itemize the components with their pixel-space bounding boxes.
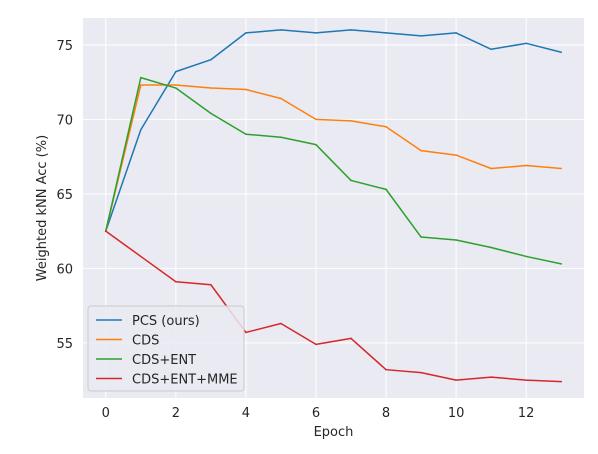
- data-point: [420, 149, 422, 152]
- data-point: [315, 143, 317, 146]
- data-point: [420, 236, 422, 238]
- series-line-2: [105, 76, 562, 265]
- y-tick-label: 65: [56, 188, 73, 203]
- data-point: [280, 29, 282, 31]
- data-point: [350, 29, 352, 31]
- x-tick-label: 12: [518, 406, 535, 421]
- x-tick-labels: 0 2 4 6 8 10 12: [102, 406, 535, 421]
- y-tick-labels: 55 60 65 70 75: [56, 39, 73, 352]
- data-point: [210, 87, 212, 89]
- legend-label: CDS+ENT: [132, 353, 196, 368]
- data-point: [140, 76, 142, 79]
- x-tick-label: 2: [172, 406, 180, 421]
- data-point: [280, 322, 282, 325]
- y-tick-label: 75: [56, 39, 73, 54]
- data-point: [420, 35, 422, 37]
- data-point: [350, 337, 352, 340]
- series-line-3: [105, 230, 562, 383]
- legend-label: PCS (ours): [132, 314, 200, 329]
- data-point: [104, 230, 107, 232]
- legend-box: [87, 305, 245, 392]
- data-point: [420, 371, 422, 374]
- data-point: [490, 246, 492, 249]
- data-point: [245, 133, 247, 136]
- data-point: [385, 188, 387, 191]
- data-point: [525, 379, 527, 381]
- data-point: [315, 118, 317, 121]
- data-point: [525, 164, 527, 167]
- data-point: [245, 331, 247, 334]
- data-point: [560, 167, 563, 170]
- data-point: [280, 136, 282, 139]
- y-tick-label: 55: [56, 337, 73, 352]
- data-point: [385, 125, 387, 128]
- data-point: [210, 112, 212, 115]
- data-point: [455, 379, 457, 381]
- data-point: [315, 343, 317, 346]
- data-point: [350, 120, 352, 122]
- x-tick-label: 10: [448, 406, 465, 421]
- data-point: [385, 368, 387, 371]
- data-point: [525, 42, 527, 45]
- data-point: [175, 280, 177, 283]
- data-point: [490, 167, 492, 170]
- data-point: [245, 88, 247, 91]
- data-point: [140, 255, 142, 258]
- data-point: [560, 51, 563, 54]
- data-point: [140, 84, 142, 86]
- legend: PCS (ours) CDS CDS+ENT CDS+ENT+MME: [87, 305, 245, 392]
- data-point: [385, 32, 387, 34]
- y-tick-label: 70: [56, 113, 73, 128]
- data-point: [175, 87, 177, 89]
- y-tick-label: 60: [56, 262, 73, 277]
- series-line-1: [105, 84, 562, 232]
- series-lines: [104, 29, 563, 383]
- x-tick-label: 0: [102, 406, 110, 421]
- data-point: [315, 32, 317, 34]
- data-point: [455, 239, 457, 241]
- data-point: [490, 376, 492, 378]
- series-line-0: [105, 29, 562, 232]
- data-point: [560, 380, 563, 383]
- data-point: [280, 97, 282, 100]
- x-axis-label: Epoch: [314, 425, 354, 440]
- data-point: [175, 70, 177, 73]
- data-point: [175, 84, 177, 86]
- data-point: [455, 32, 457, 34]
- legend-label: CDS: [132, 334, 159, 349]
- data-point: [525, 255, 527, 258]
- data-point: [560, 263, 563, 265]
- legend-label: CDS+ENT+MME: [132, 373, 238, 388]
- data-point: [455, 154, 457, 156]
- data-point: [140, 128, 142, 131]
- data-point: [210, 58, 212, 61]
- data-point: [245, 32, 247, 34]
- data-point: [210, 283, 212, 286]
- data-point: [350, 179, 352, 182]
- x-tick-label: 8: [382, 406, 390, 421]
- x-tick-label: 4: [242, 406, 250, 421]
- x-tick-label: 6: [312, 406, 320, 421]
- data-point: [490, 48, 492, 51]
- y-axis-label: Weighted kNN Acc (%): [35, 135, 50, 281]
